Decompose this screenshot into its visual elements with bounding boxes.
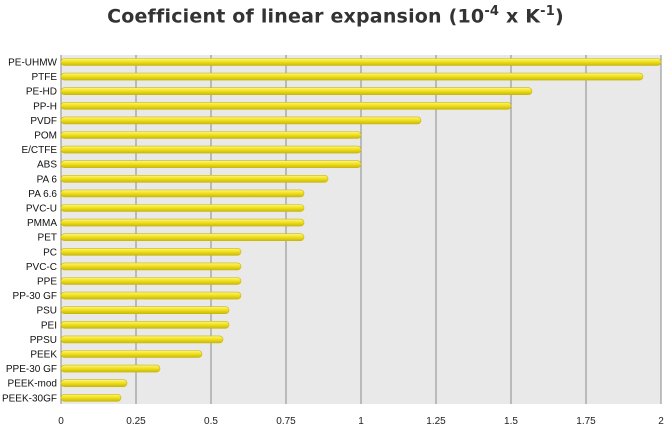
bar <box>60 145 362 154</box>
category-label: PEEK-mod <box>8 379 57 390</box>
bar <box>60 291 242 300</box>
category-label: PTFE <box>31 72 57 83</box>
x-tick-label: 1.5 <box>504 416 518 427</box>
category-label: PE-HD <box>26 87 57 98</box>
category-label: PPE-30 GF <box>6 364 57 375</box>
bar <box>60 131 362 139</box>
bar <box>60 277 242 285</box>
bar <box>60 350 203 358</box>
category-label: ABS <box>37 160 57 171</box>
bar <box>60 175 329 183</box>
gridlines <box>60 55 662 404</box>
bar <box>60 306 230 315</box>
category-label: PC <box>43 247 57 258</box>
bar <box>60 204 305 212</box>
category-label: PPSU <box>30 335 57 346</box>
category-label: PSU <box>36 306 57 317</box>
bar <box>60 160 362 168</box>
x-tick-label: 0.25 <box>126 416 146 427</box>
category-label: PP-H <box>33 101 57 112</box>
x-tick-label: 1 <box>358 416 364 427</box>
category-label: PE-UHMW <box>8 58 57 69</box>
category-label: PA 6 <box>37 174 58 185</box>
bar <box>60 233 305 241</box>
category-label: PMMA <box>27 218 57 229</box>
bar <box>60 262 242 271</box>
x-tick-label: 1.25 <box>426 416 446 427</box>
x-tick-label: 0 <box>58 416 64 427</box>
bar <box>60 189 305 198</box>
bar <box>60 102 512 110</box>
bar <box>60 87 533 95</box>
bar <box>60 248 242 256</box>
bar <box>60 335 224 344</box>
bar <box>60 393 122 402</box>
category-label: E/CTFE <box>21 145 57 156</box>
category-label: PA 6.6 <box>28 189 57 200</box>
x-tick-label: 1.75 <box>576 416 596 427</box>
category-label: PEI <box>41 320 57 331</box>
x-axis-ticks: 0 0.25 0.5 0.75 1 1.25 1.5 1.75 2 <box>58 416 664 427</box>
bar <box>60 58 662 66</box>
bar <box>60 72 644 81</box>
category-labels: PE-UHMW PTFE PE-HD PP-H PVDF POM E/CTFE ABS PA 6… <box>2 58 58 405</box>
category-label: PVC-U <box>26 204 57 215</box>
category-label: PP-30 GF <box>13 291 57 302</box>
category-label: PVC-C <box>26 262 57 273</box>
bar <box>60 116 422 125</box>
category-label: POM <box>34 131 57 142</box>
chart-title: Coefficient of linear expansion (10-4 x … <box>107 4 564 28</box>
x-tick-label: 0.5 <box>204 416 218 427</box>
category-label: PVDF <box>30 116 57 127</box>
category-label: PEEK <box>30 350 57 361</box>
bar <box>60 364 161 373</box>
category-label: PEEK-30GF <box>2 393 57 404</box>
bars <box>60 58 662 402</box>
bar <box>60 218 305 227</box>
category-label: PPE <box>37 277 57 288</box>
category-label: PET <box>38 233 57 244</box>
x-tick-label: 2 <box>658 416 664 427</box>
x-tick-label: 0.75 <box>276 416 296 427</box>
bar <box>60 379 128 388</box>
bar <box>60 320 230 329</box>
